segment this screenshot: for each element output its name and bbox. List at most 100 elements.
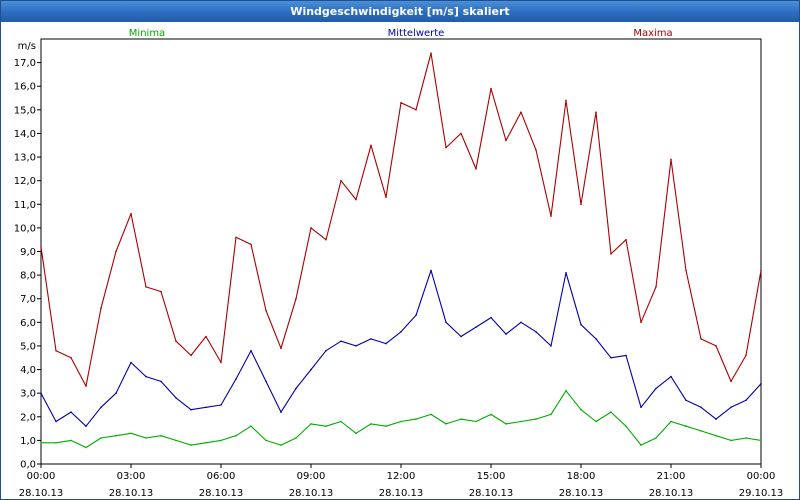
data-point-mittelwerte	[400, 331, 402, 333]
data-point-mittelwerte	[520, 321, 522, 324]
y-tick-label: 10,0	[14, 223, 36, 234]
data-point-maxima	[520, 111, 522, 113]
axes	[37, 38, 762, 468]
y-tick-label: 17,0	[14, 58, 36, 69]
data-point-minima	[385, 425, 387, 428]
data-point-mittelwerte	[655, 387, 657, 390]
data-point-minima	[85, 446, 87, 449]
x-tick-date: 28.10.13	[289, 488, 334, 499]
data-point-minima	[310, 423, 312, 425]
data-point-maxima	[310, 227, 312, 229]
x-axis: 00:00 28.10.13 03:00 28.10.13 06:00 28.10.13 0…	[19, 471, 784, 499]
data-point-maxima	[355, 198, 357, 201]
data-point-minima	[130, 432, 132, 435]
x-tick-date: 28.10.13	[649, 488, 694, 499]
data-point-maxima	[715, 345, 717, 347]
x-tick-date: 28.10.13	[19, 488, 64, 499]
data-point-mittelwerte	[100, 406, 102, 409]
data-point-maxima	[295, 297, 297, 300]
data-point-minima	[325, 425, 327, 428]
data-point-mittelwerte	[235, 378, 237, 380]
data-point-minima	[70, 439, 72, 442]
y-tick-label: 12,0	[14, 176, 36, 187]
data-point-maxima	[535, 149, 537, 151]
data-point-mittelwerte	[640, 406, 642, 409]
data-point-maxima	[70, 357, 72, 359]
data-point-mittelwerte	[595, 338, 597, 340]
data-point-minima	[415, 418, 417, 420]
data-point-mittelwerte	[550, 345, 552, 347]
data-point-maxima	[475, 168, 477, 170]
data-point-mittelwerte	[145, 375, 147, 378]
data-point-maxima	[565, 99, 567, 102]
x-tick-time: 18:00	[567, 471, 596, 482]
data-point-minima	[145, 437, 147, 439]
data-point-minima	[610, 411, 612, 413]
x-tick-date: 28.10.13	[469, 488, 514, 499]
data-point-maxima	[640, 321, 642, 324]
data-point-maxima	[550, 215, 552, 217]
data-point-maxima	[40, 246, 42, 248]
data-point-mittelwerte	[280, 411, 282, 413]
data-point-mittelwerte	[445, 321, 447, 324]
data-point-mittelwerte	[205, 406, 207, 409]
data-point-maxima	[160, 290, 162, 293]
y-axis: 0,0 1,0 2,0 3,0 4,0 5,0 6,0 7,0 8,0 9,0 10,0 11,0 12…	[14, 41, 36, 471]
data-point-maxima	[280, 347, 282, 350]
data-point-mittelwerte	[610, 357, 612, 359]
data-point-mittelwerte	[745, 399, 747, 402]
data-point-maxima	[145, 286, 147, 288]
data-point-mittelwerte	[685, 399, 687, 402]
data-point-minima	[760, 439, 762, 442]
data-point-maxima	[700, 338, 702, 340]
data-point-mittelwerte	[40, 392, 42, 395]
data-point-maxima	[235, 236, 237, 239]
data-point-mittelwerte	[580, 323, 582, 326]
chart-title: Windgeschwindigkeit [m/s] skaliert	[1, 1, 799, 22]
data-point-mittelwerte	[730, 406, 732, 409]
data-point-mittelwerte	[175, 397, 177, 399]
data-point-minima	[55, 442, 57, 444]
data-point-mittelwerte	[505, 333, 507, 335]
data-point-maxima	[670, 158, 672, 161]
data-point-maxima	[610, 253, 612, 255]
data-point-minima	[640, 444, 642, 446]
data-point-minima	[580, 408, 582, 411]
x-tick-time: 06:00	[207, 471, 236, 482]
legend-entry-mittelwerte: Mittelwerte	[388, 28, 445, 39]
data-point-minima	[100, 437, 102, 439]
data-point-maxima	[85, 385, 87, 387]
data-point-maxima	[205, 335, 207, 338]
y-tick-label: 5,0	[20, 341, 36, 352]
data-point-mittelwerte	[295, 387, 297, 390]
data-point-maxima	[220, 361, 222, 364]
data-point-minima	[520, 420, 522, 423]
data-point-maxima	[745, 354, 747, 357]
data-point-minima	[685, 425, 687, 428]
data-point-minima	[400, 420, 402, 423]
y-tick-label: 2,0	[20, 412, 36, 423]
data-point-maxima	[130, 212, 132, 215]
data-point-maxima	[55, 349, 57, 352]
data-point-minima	[730, 439, 732, 442]
data-point-minima	[595, 420, 597, 423]
data-point-mittelwerte	[340, 340, 342, 343]
data-point-maxima	[415, 109, 417, 111]
data-point-minima	[430, 413, 432, 416]
data-point-minima	[745, 437, 747, 439]
data-point-maxima	[685, 269, 687, 272]
data-point-minima	[175, 439, 177, 442]
x-tick-date: 28.10.13	[559, 488, 604, 499]
x-tick-date: 28.10.13	[379, 488, 424, 499]
data-point-mittelwerte	[370, 338, 372, 340]
data-point-maxima	[340, 179, 342, 182]
series-lines	[40, 52, 762, 449]
data-point-mittelwerte	[475, 326, 477, 328]
data-point-minima	[160, 434, 162, 437]
data-point-maxima	[490, 87, 492, 90]
x-tick-time: 15:00	[477, 471, 506, 482]
data-point-mittelwerte	[385, 342, 387, 345]
data-point-maxima	[730, 380, 732, 383]
data-point-mittelwerte	[325, 349, 327, 352]
